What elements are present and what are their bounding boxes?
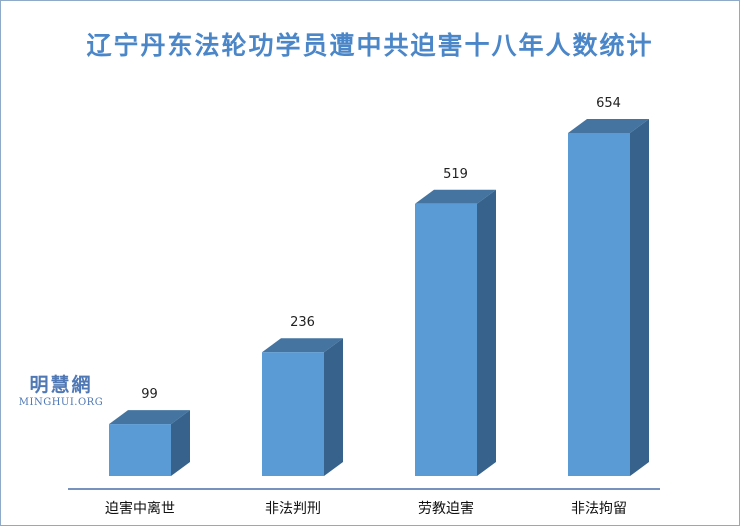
bar [109, 424, 171, 476]
minghui-watermark: 明慧網 MINGHUI.ORG [18, 370, 104, 408]
watermark-name: 明慧網 [29, 374, 93, 396]
data-label: 519 [443, 167, 468, 182]
bar [568, 133, 630, 476]
data-label: 99 [141, 387, 158, 402]
data-label: 236 [290, 315, 315, 330]
bar [262, 352, 324, 476]
bar [415, 203, 477, 477]
bar-top [109, 410, 190, 425]
bar-side [630, 119, 649, 476]
bar-top [568, 119, 649, 133]
bar-side [171, 410, 190, 476]
bar-side [324, 338, 343, 476]
data-label: 654 [596, 96, 621, 111]
watermark-site: MINGHUI.ORG [18, 397, 104, 408]
bar-top [262, 338, 343, 353]
x-tick-label: 劳教迫害 [418, 501, 474, 517]
bar-side [477, 189, 496, 477]
x-tick-label: 非法判刑 [265, 501, 321, 517]
x-tick-label: 迫害中离世 [105, 500, 175, 517]
x-tick-label: 非法拘留 [571, 501, 627, 517]
bar-top [415, 189, 496, 204]
chart-title: 辽宁丹东法轮功学员遭中共迫害十八年人数统计 [86, 31, 654, 60]
